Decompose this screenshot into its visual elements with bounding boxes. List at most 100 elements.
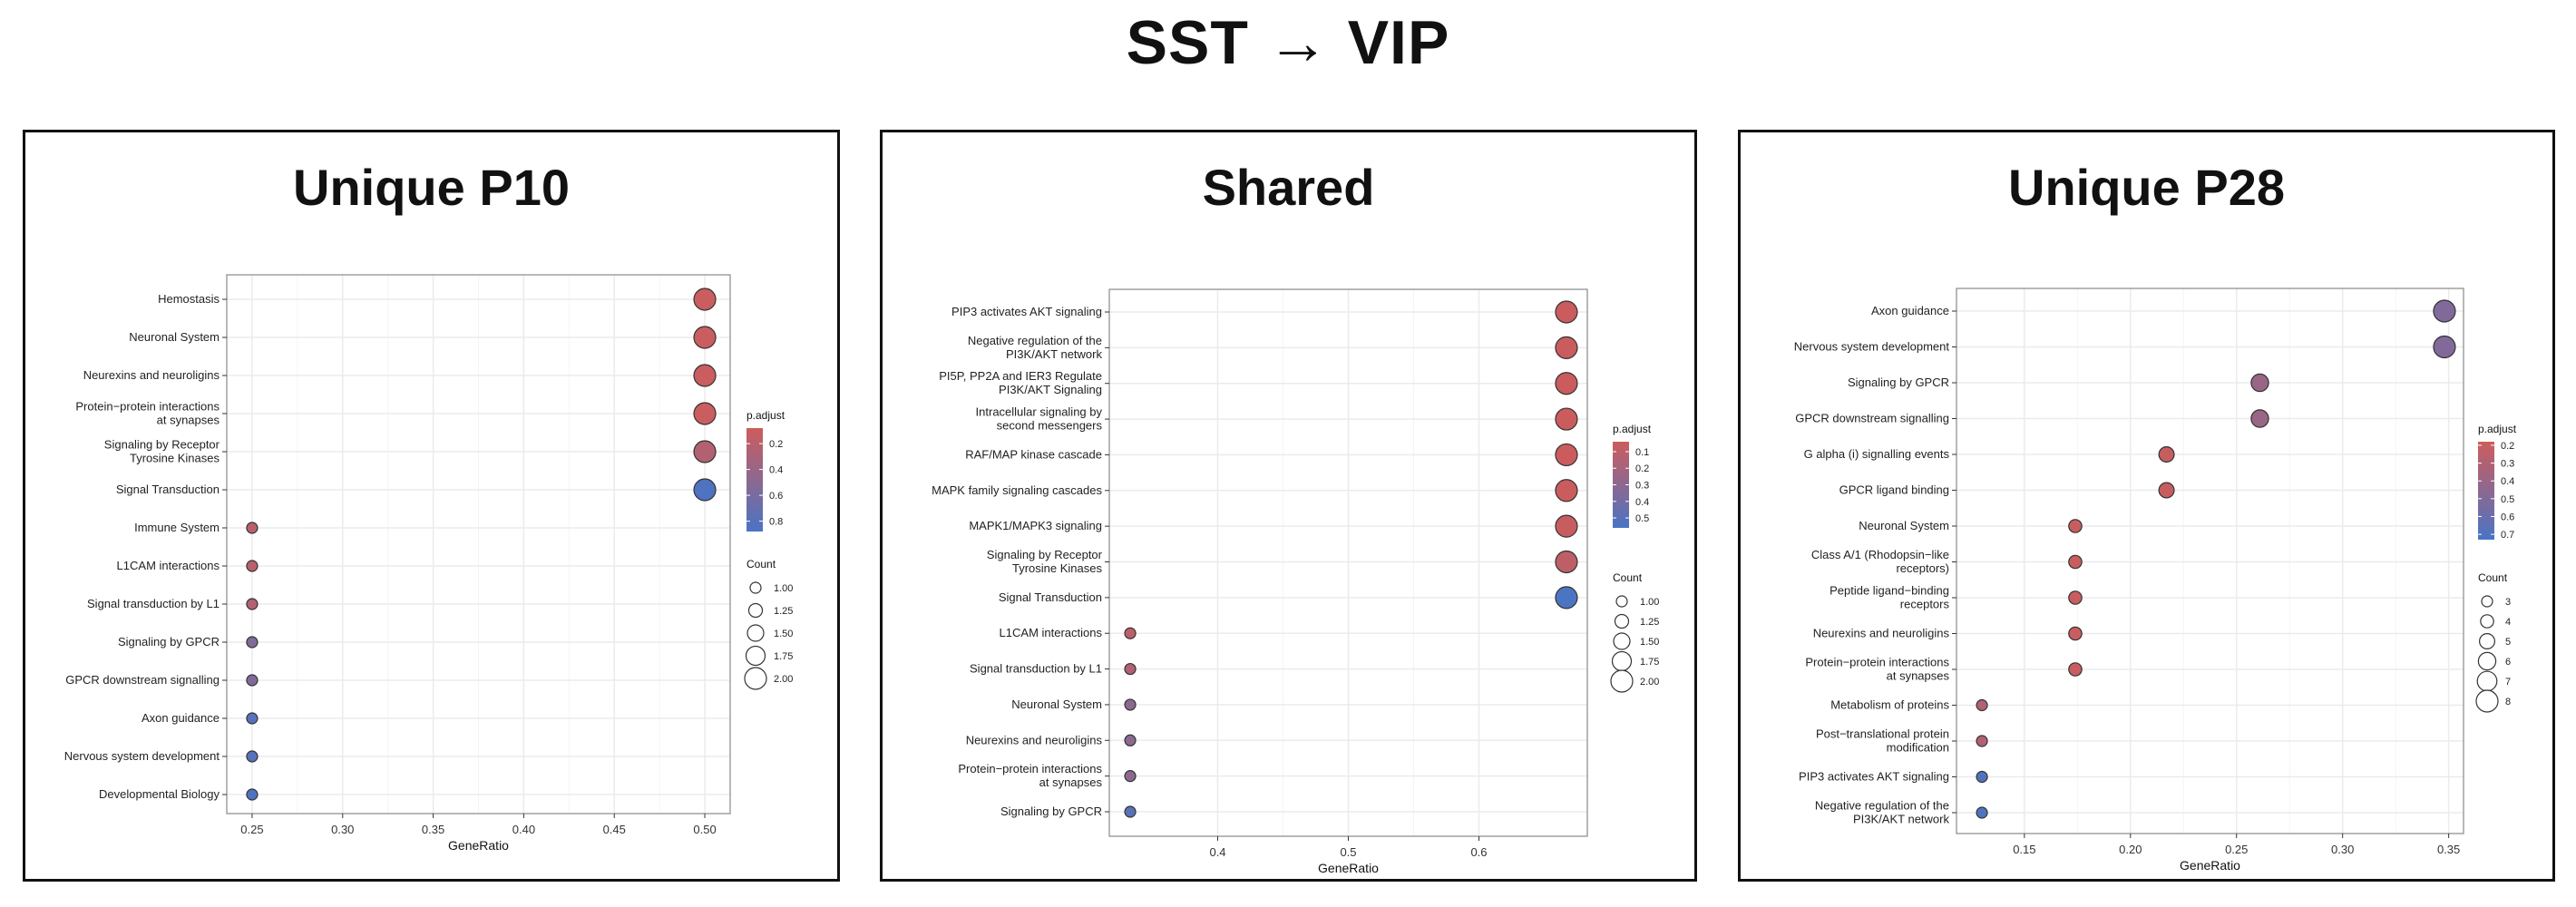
y-tick-label: Signal transduction by L1 [970,662,1102,676]
size-legend-title: Count [1613,571,1643,584]
color-legend-label: 0.6 [769,491,783,502]
color-legend-label: 0.1 [1635,447,1649,458]
data-point [2068,519,2083,533]
y-tick-label: Signaling by GPCR [1848,375,1949,389]
data-point [1124,698,1137,711]
size-legend-circle [2478,632,2495,649]
y-tick-label: Metabolism of proteins [1830,698,1949,712]
size-legend-title: Count [2478,571,2508,584]
x-axis-label: GeneRatio [448,838,509,853]
data-point [2250,409,2269,428]
size-legend-label: 1.25 [1640,617,1659,628]
data-point [246,636,259,649]
data-point [1976,698,1988,712]
color-bar [1613,442,1629,528]
x-axis-label: GeneRatio [1318,861,1379,875]
color-legend-label: 0.2 [2501,441,2514,452]
y-tick-label: Protein−protein interactions at synapses [958,762,1102,789]
panel-title: Unique P28 [2008,159,2285,216]
data-point [1555,443,1578,467]
data-point [1555,336,1578,359]
y-tick-label: Neuronal System [1859,519,1949,532]
y-tick-label: Neurexins and neuroligins [966,733,1103,746]
x-tick-label: 0.20 [2119,843,2142,856]
size-legend-label: 4 [2505,617,2511,628]
color-bar [2478,442,2494,540]
panel-title: Shared [1202,159,1375,216]
color-legend-title: p.adjust [2478,423,2517,435]
y-tick-label: PIP3 activates AKT signaling [951,305,1102,318]
y-tick-label: Signaling by GPCR [1000,805,1102,818]
color-legend-label: 0.5 [1635,513,1649,524]
y-tick-label: Axon guidance [141,711,220,725]
data-point [693,402,717,425]
size-legend-label: 7 [2505,677,2511,688]
y-tick-label: Neurexins and neuroligins [83,368,220,382]
x-tick-label: 0.5 [1340,845,1356,859]
y-tick-label: Neurexins and neuroligins [1813,627,1950,640]
y-tick-label: Signal Transduction [116,483,220,496]
y-tick-label: Neuronal System [129,330,220,344]
color-legend-label: 0.3 [1635,481,1649,492]
y-tick-label: Nervous system development [64,749,220,763]
color-bar [746,428,763,532]
data-point [246,674,259,687]
y-tick-label: Axon guidance [1871,304,1949,317]
data-point [1976,770,1988,784]
data-point [1124,805,1137,818]
plot-frame [1956,288,2464,834]
data-point [1555,550,1578,574]
color-legend-label: 0.2 [1635,463,1649,474]
data-point [1555,514,1578,538]
color-legend-label: 0.5 [2501,494,2514,505]
panel-title: Unique P10 [293,159,570,216]
size-legend-label: 1.25 [774,606,793,617]
size-legend-circle [1614,613,1630,629]
figure-title: SST → VIP [1126,8,1450,77]
color-legend-title: p.adjust [746,409,785,422]
x-axis-label: GeneRatio [2180,858,2240,873]
size-legend-label: 3 [2505,597,2511,608]
data-point [2068,590,2083,605]
size-legend-circle [2477,651,2497,671]
data-point [246,522,259,534]
data-point [1555,479,1578,502]
size-legend-label: 2.00 [1640,677,1659,688]
data-point [1124,662,1137,676]
data-point [1124,770,1137,783]
plot-frame [226,274,731,814]
y-tick-label: Immune System [134,521,220,534]
y-tick-label: Neuronal System [1011,697,1102,711]
data-point [1976,735,1988,747]
x-tick-label: 0.30 [331,823,354,836]
size-legend-circle [2480,614,2494,629]
x-tick-label: 0.6 [1470,845,1487,859]
data-point [246,750,259,763]
size-legend-label: 1.00 [1640,597,1659,608]
size-legend-label: 8 [2505,697,2511,707]
y-tick-label: Hemostasis [158,292,220,306]
data-point [246,598,259,610]
panel-unique-p10: Unique P10 0.25 0.30 0.35 0.40 0.45 0.50 GeneR… [23,130,840,882]
size-legend-circle [747,602,764,619]
color-legend-label: 0.3 [2501,459,2514,470]
y-tick-label: Protein−protein interactions at synapses [75,400,220,427]
size-legend-circle [1615,595,1628,608]
x-tick-label: 0.35 [422,823,444,836]
size-legend-circle [2476,670,2498,692]
y-tick-label: L1CAM interactions [1000,626,1103,639]
size-legend-label: 1.75 [1640,657,1659,668]
x-tick-label: 0.4 [1209,845,1225,859]
data-point [693,364,717,387]
size-legend-label: 6 [2505,657,2511,668]
data-point [1976,806,1988,819]
data-point [2250,373,2269,393]
y-tick-label: L1CAM interactions [117,559,220,572]
x-tick-label: 0.30 [2331,843,2354,856]
color-legend-label: 0.7 [2501,530,2514,541]
data-point [1124,734,1137,746]
y-tick-label: PIP3 activates AKT signaling [1799,770,1949,784]
x-tick-label: 0.40 [512,823,535,836]
y-tick-label: Nervous system development [1794,340,1950,354]
